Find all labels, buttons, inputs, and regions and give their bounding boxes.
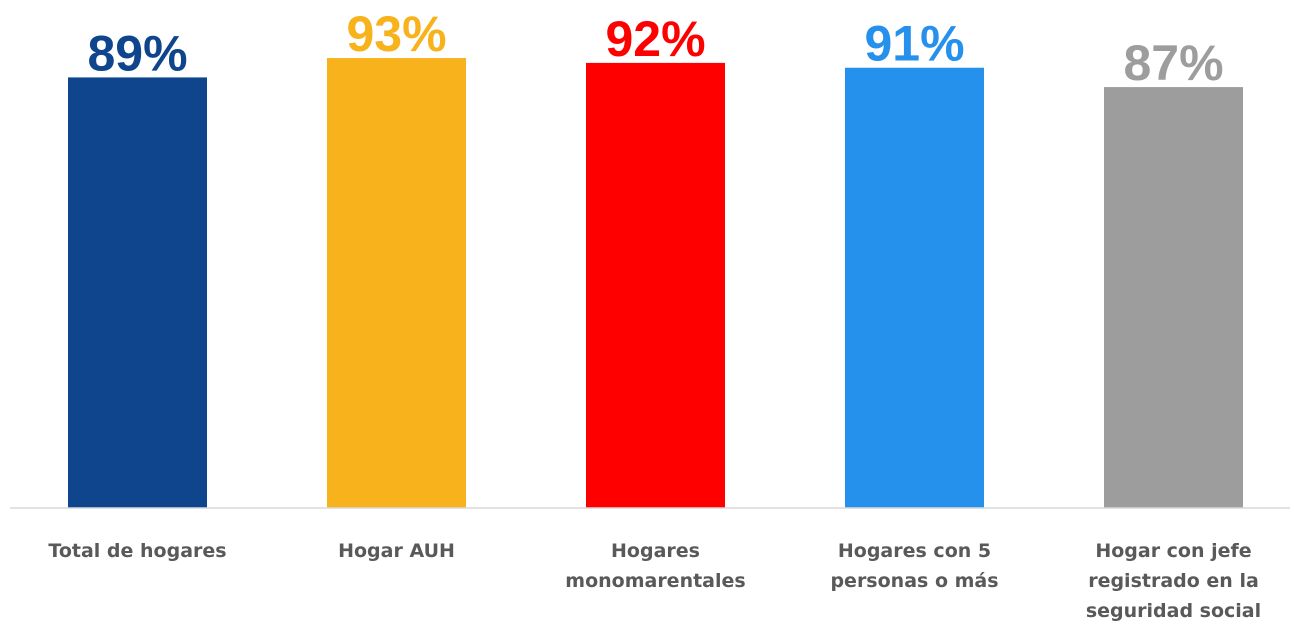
bar	[327, 58, 466, 509]
x-tick-label: Hogares con 5 personas o más	[830, 540, 999, 592]
bar	[845, 67, 984, 508]
value-label: 89%	[87, 25, 187, 81]
x-tick-label: Hogares monomarentales	[565, 540, 746, 592]
value-label: 91%	[864, 16, 964, 72]
bar	[1104, 87, 1243, 508]
value-label: 93%	[346, 6, 446, 62]
value-label: 92%	[605, 11, 705, 67]
x-tick-label: Hogar AUH	[338, 540, 455, 562]
bar	[586, 62, 725, 509]
bar	[68, 77, 207, 509]
x-tick-label: Total de hogares	[48, 540, 227, 562]
x-tick-label: Hogar con jefe registrado en la segurida…	[1085, 540, 1262, 622]
value-label: 87%	[1123, 35, 1223, 91]
